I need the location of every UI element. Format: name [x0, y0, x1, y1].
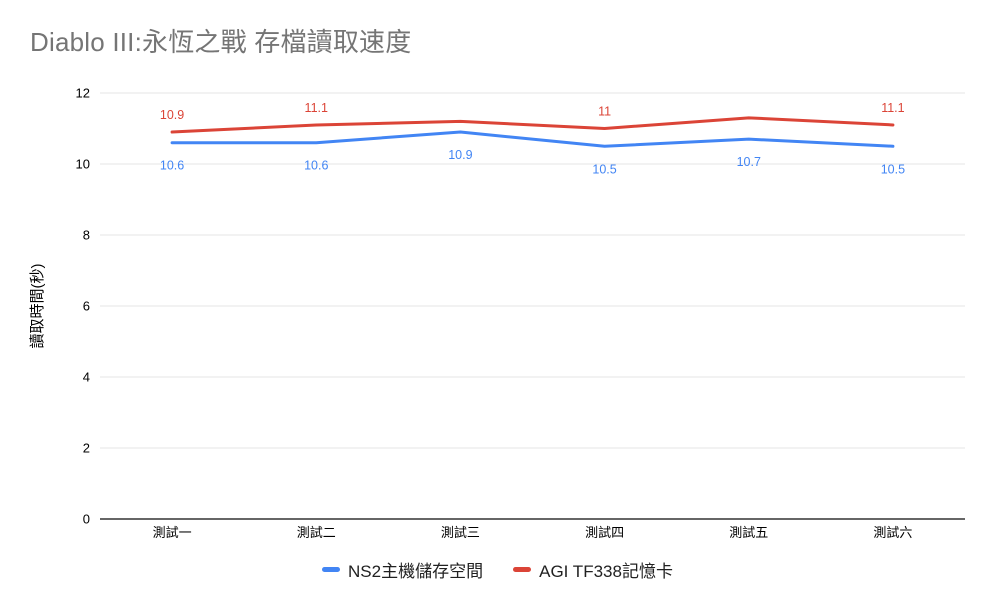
legend-item-series-1[interactable]: AGI TF338記憶卡 [513, 557, 673, 582]
series-line [170, 130, 895, 148]
point-label: 11.1 [305, 101, 328, 115]
x-category-label: 測試六 [873, 525, 912, 540]
chart-title: Diablo III:永恆之戰 存檔讀取速度 [30, 27, 412, 57]
y-axis-title: 讀取時間(秒) [29, 264, 46, 349]
series-lines [170, 116, 895, 148]
point-label: 10.9 [448, 148, 472, 162]
legend-label: AGI TF338記憶卡 [539, 562, 673, 581]
y-tick-label: 8 [83, 228, 90, 243]
x-category-label: 測試五 [729, 525, 768, 540]
point-label: 10.6 [304, 159, 328, 173]
y-tick-label: 12 [76, 86, 90, 101]
x-category-label: 測試二 [297, 525, 336, 540]
y-axis-labels: 0 2 4 6 8 10 12 [76, 86, 90, 527]
point-label: 10.9 [160, 108, 184, 122]
y-tick-label: 6 [83, 299, 90, 314]
point-labels: 10.6 10.6 10.9 10.5 10.7 10.5 10.9 11.1 11 11.1 [160, 101, 905, 176]
x-category-label: 測試四 [585, 525, 624, 540]
legend-swatch-blue-dash-icon [322, 567, 341, 572]
x-category-label: 測試一 [153, 525, 192, 540]
x-category-label: 測試三 [441, 525, 480, 540]
point-label: 11.1 [881, 101, 904, 115]
legend-swatch-red-dash-icon [513, 567, 532, 572]
point-label: 10.5 [881, 162, 905, 176]
legend: NS2主機儲存空間 AGI TF338記憶卡 [0, 557, 995, 582]
y-tick-label: 0 [83, 512, 90, 527]
point-label: 10.7 [737, 155, 761, 169]
legend-item-series-0[interactable]: NS2主機儲存空間 [322, 557, 483, 582]
x-axis-labels: 測試一 測試二 測試三 測試四 測試五 測試六 [153, 525, 913, 540]
gridlines [100, 92, 965, 520]
point-label: 10.6 [160, 159, 184, 173]
point-label: 11 [598, 105, 611, 119]
y-tick-label: 4 [83, 370, 90, 385]
point-label: 10.5 [592, 162, 616, 176]
legend-label: NS2主機儲存空間 [348, 562, 484, 581]
y-tick-label: 10 [76, 157, 90, 172]
y-tick-label: 2 [83, 441, 90, 456]
series-line [170, 116, 895, 134]
